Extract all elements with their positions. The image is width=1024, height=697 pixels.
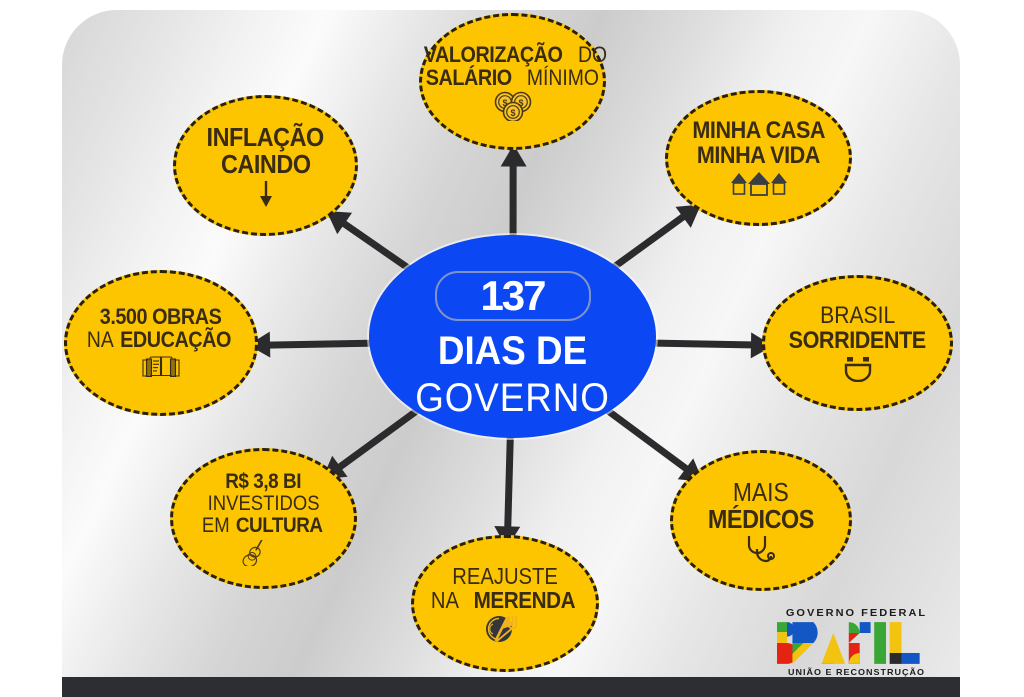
svg-text:$: $ bbox=[510, 108, 515, 118]
